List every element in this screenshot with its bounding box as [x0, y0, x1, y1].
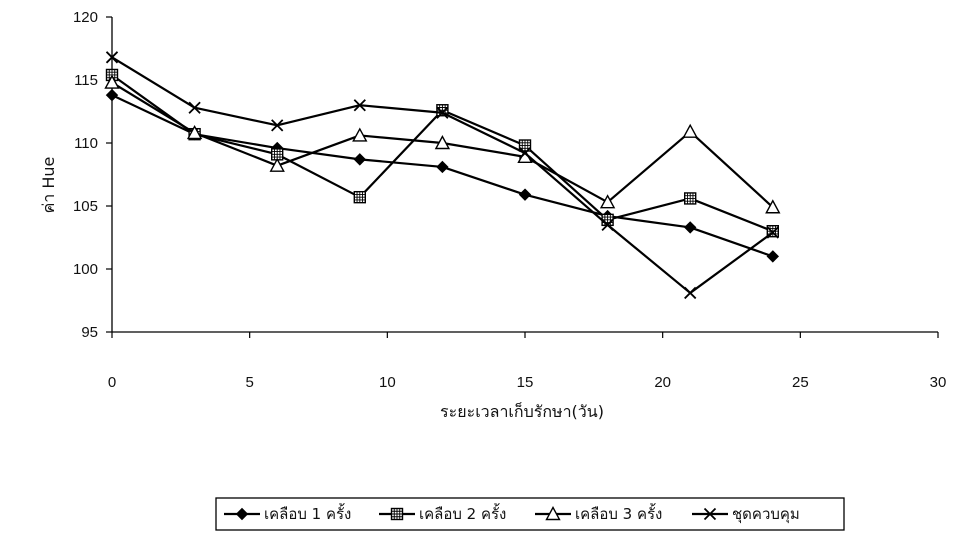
- data-point: [436, 106, 449, 119]
- data-point: [271, 119, 284, 132]
- legend-label: เคลือบ 3 ครั้ง: [575, 503, 662, 523]
- x-tick-label: 10: [379, 374, 396, 391]
- data-point: [352, 127, 368, 142]
- data-point: [684, 286, 697, 300]
- data-point: [684, 192, 697, 205]
- series-layer: [104, 51, 781, 300]
- y-axis-title: ค่า Hue: [39, 157, 58, 214]
- legend-marker: [545, 506, 561, 521]
- x-tick-label: 30: [930, 374, 947, 391]
- data-point: [766, 226, 779, 239]
- data-point: [105, 88, 119, 102]
- y-tick-label: 100: [73, 261, 98, 278]
- legend-marker: [703, 507, 717, 521]
- data-point: [353, 190, 366, 204]
- x-axis-title: ระยะเวลาเก็บรักษา(วัน): [440, 401, 604, 421]
- data-point: [766, 250, 780, 263]
- y-tick-label: 105: [73, 198, 98, 215]
- legend-label: เคลือบ 1 ครั้ง: [264, 503, 351, 523]
- legend: เคลือบ 1 ครั้ง เคลือบ 2 ครั้ง เคลือบ 3 ครั…: [215, 497, 845, 531]
- data-point: [518, 188, 532, 201]
- data-point: [186, 124, 203, 140]
- legend-marker: [390, 507, 404, 521]
- legend-item: เคลือบ 3 ครั้ง: [535, 503, 662, 523]
- data-point: [353, 99, 366, 112]
- data-point: [765, 199, 781, 214]
- x-tick-label: 20: [654, 374, 671, 391]
- data-point: [188, 101, 201, 114]
- data-point: [682, 123, 698, 138]
- legend-label: เคลือบ 2 ครั้ง: [419, 503, 506, 523]
- legend-box: [215, 497, 845, 531]
- legend-marker: [235, 507, 249, 521]
- legend-label: ชุดควบคุม: [732, 505, 800, 524]
- data-point: [436, 160, 449, 174]
- data-point: [434, 135, 451, 150]
- data-point: [105, 51, 119, 64]
- data-point: [104, 74, 120, 89]
- series-line: [111, 56, 774, 295]
- data-point: [601, 218, 614, 232]
- data-point: [269, 157, 285, 172]
- legend-item: ชุดควบคุม: [692, 505, 800, 524]
- y-tick-label: 120: [73, 9, 98, 26]
- y-tick-label: 95: [81, 324, 98, 341]
- legend-item: เคลือบ 1 ครั้ง: [224, 503, 351, 523]
- series-2: [105, 68, 779, 238]
- series-4: [105, 51, 779, 300]
- axes: 95 100 105 110 115 120 0 5 10 15 20 25 30: [73, 9, 946, 391]
- data-point: [353, 153, 367, 166]
- x-tick-label: 0: [108, 374, 116, 391]
- y-tick-label: 110: [74, 135, 98, 152]
- series-line: [111, 74, 774, 233]
- x-tick-label: 5: [245, 374, 253, 391]
- legend-item: เคลือบ 2 ครั้ง: [379, 503, 506, 523]
- data-point: [599, 194, 616, 209]
- y-tick-label: 115: [74, 72, 98, 89]
- data-point: [518, 146, 532, 160]
- x-tick-label: 15: [517, 374, 534, 391]
- x-tick-label: 25: [792, 374, 809, 391]
- data-point: [683, 221, 697, 234]
- series-line: [111, 94, 774, 258]
- series-3: [104, 74, 781, 214]
